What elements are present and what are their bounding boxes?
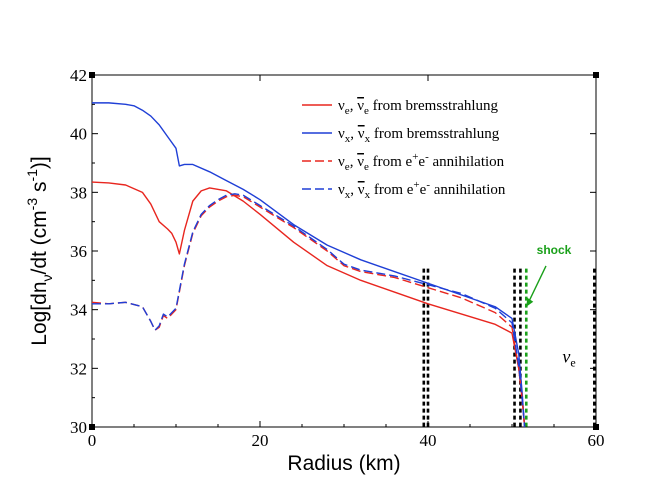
- y-tick-label: 42: [70, 66, 87, 85]
- y-tick-label: 30: [70, 418, 87, 437]
- series-line-2: [91, 194, 526, 428]
- shock-arrow: [528, 265, 547, 302]
- y-tick-label: 32: [70, 359, 87, 378]
- nu-e-label: νe: [562, 346, 575, 369]
- legend-label: νx, νx from e+e- annihilation: [338, 179, 506, 201]
- y-axis-title: Log[dnν/dt (cm-3 s-1)]: [24, 156, 55, 345]
- corner-marker: [89, 424, 95, 430]
- legend: νe, νe from bremsstrahlung νx, νx from br…: [302, 98, 506, 201]
- legend-label: νe, νe from bremsstrahlung: [338, 98, 499, 117]
- x-axis-title: Radius (km): [287, 452, 400, 475]
- series-line-1: [92, 102, 526, 428]
- y-tick-label: 38: [70, 183, 87, 202]
- corner-marker: [89, 72, 95, 78]
- axis-ticks: 0 20 40 60 30 32 34 36 38 40 42: [70, 66, 605, 450]
- x-tick-label: 20: [252, 431, 269, 450]
- shock-label: shock: [537, 243, 572, 257]
- corner-marker: [593, 424, 599, 430]
- y-tick-label: 40: [70, 125, 87, 144]
- x-tick-label: 40: [420, 431, 437, 450]
- x-tick-label: 0: [88, 431, 97, 450]
- legend-label: νe, νe from e+e- annihilation: [338, 151, 505, 173]
- series-line-0: [91, 181, 526, 428]
- y-tick-label: 34: [70, 301, 88, 320]
- series-line-3: [92, 193, 526, 428]
- axis-labels: Radius (km) Log[dnν/dt (cm-3 s-1)]: [24, 156, 401, 475]
- x-tick-label: 60: [588, 431, 605, 450]
- annotations: shock νe: [526, 243, 576, 369]
- series-lines: [91, 102, 526, 428]
- y-tick-label: 36: [70, 242, 87, 261]
- corner-marker: [593, 72, 599, 78]
- legend-label: νx, νx from bremsstrahlung: [338, 126, 500, 145]
- shock-arrow-head: [526, 297, 534, 307]
